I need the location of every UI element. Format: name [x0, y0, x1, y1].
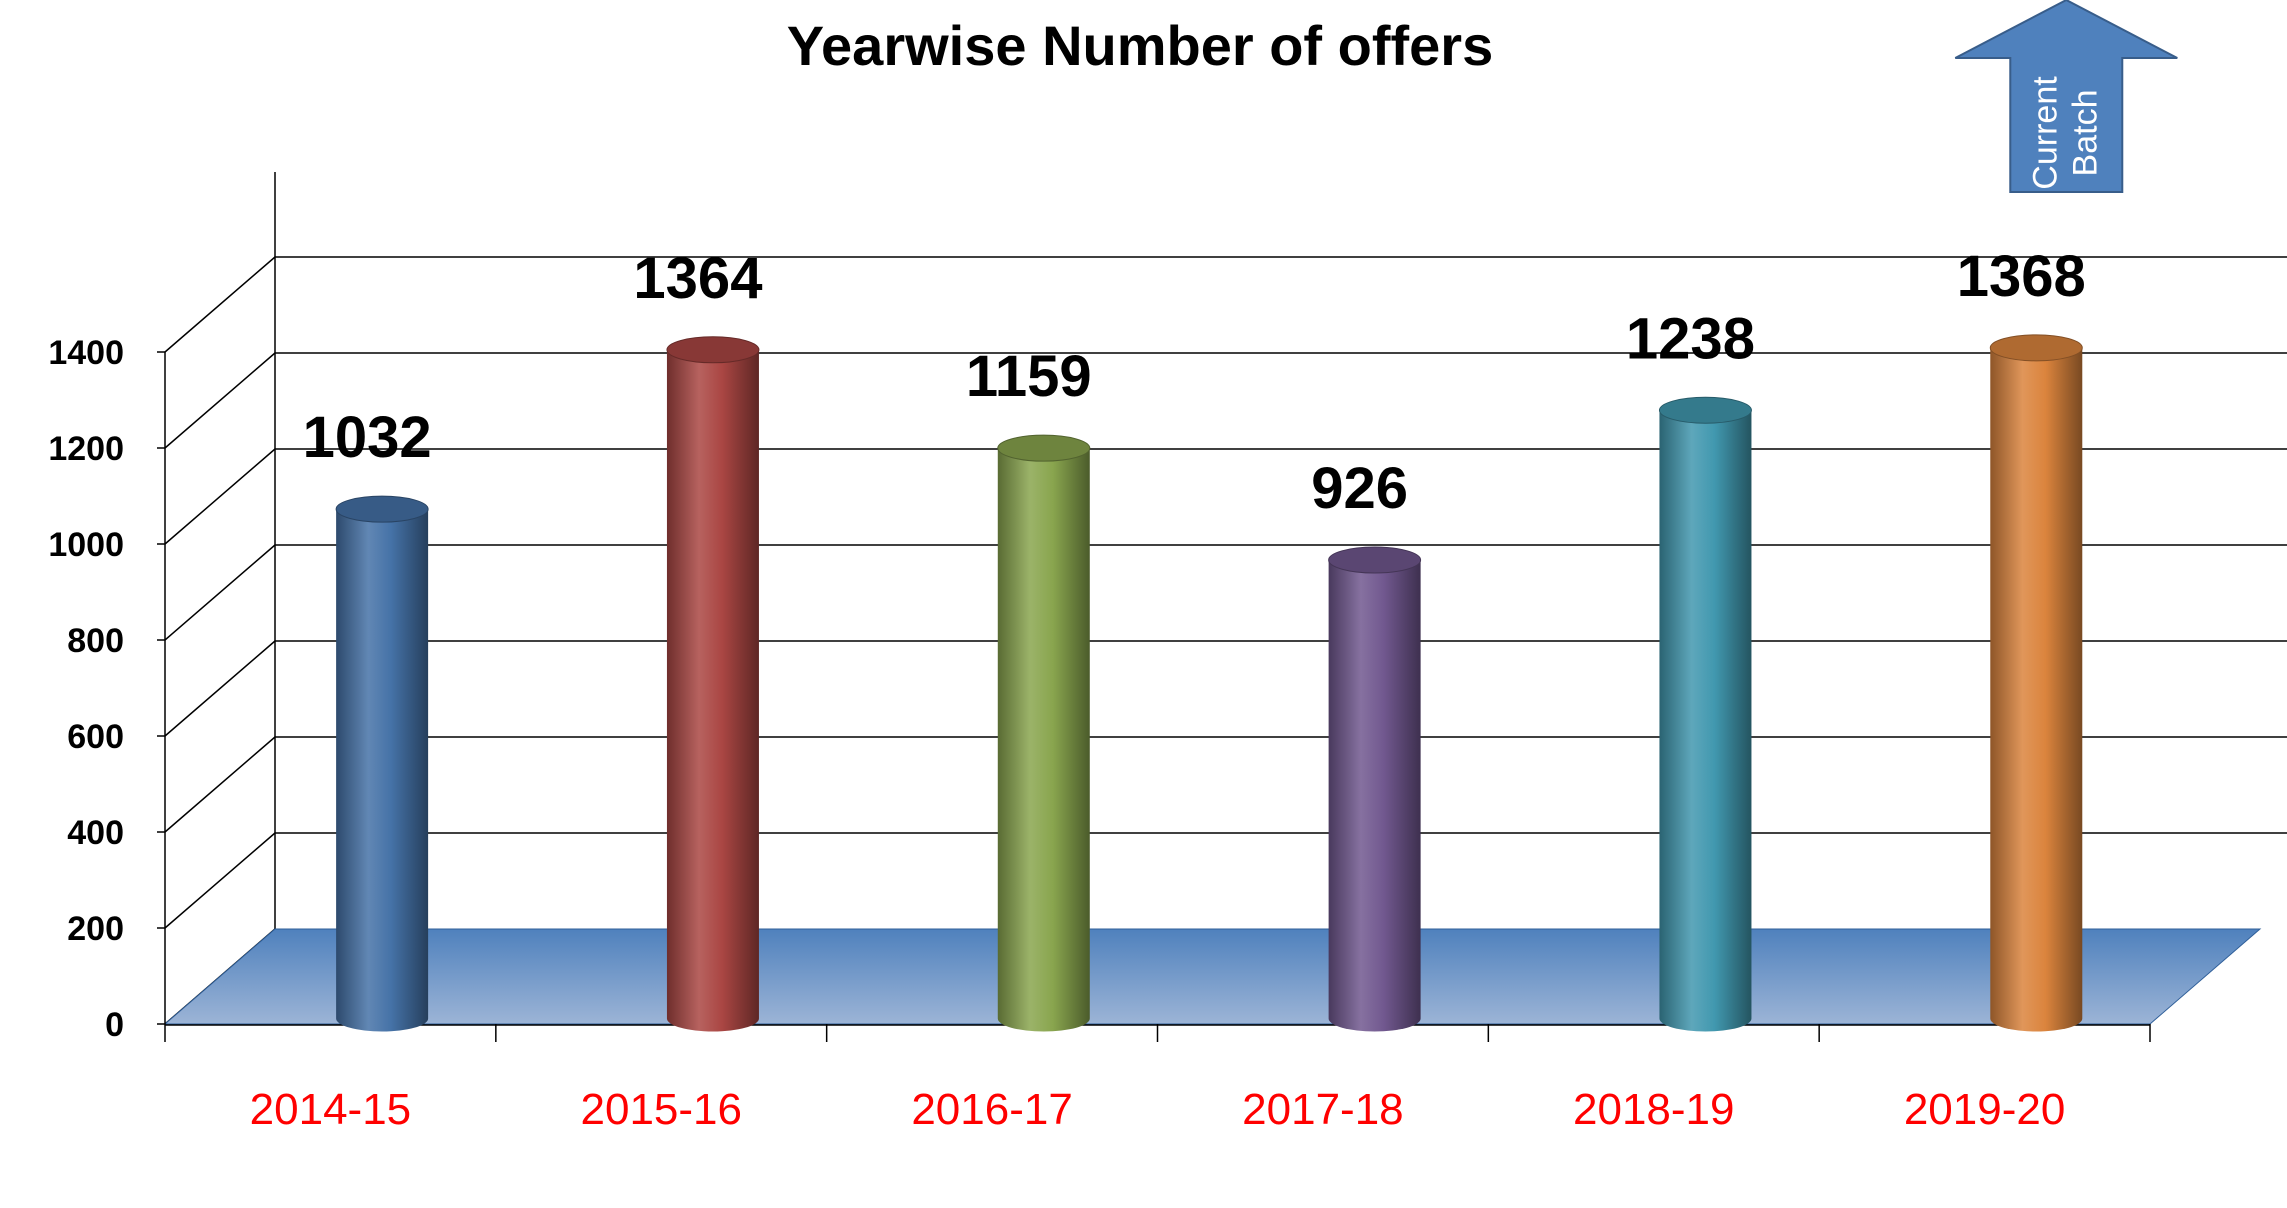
data-label: 1032 — [303, 405, 432, 470]
bar-2017-18 — [1328, 546, 1422, 1032]
side-gridline — [164, 256, 276, 353]
bar-top — [1328, 546, 1422, 574]
side-gridline — [164, 448, 276, 545]
annotation-line: Batch — [2066, 90, 2104, 177]
bar-2015-16 — [666, 336, 760, 1032]
gridlines — [164, 172, 2287, 1025]
x-category-label: 2017-18 — [1242, 1085, 1403, 1134]
bar-2018-19 — [1658, 396, 1752, 1032]
y-tick-label: 600 — [67, 718, 124, 756]
side-gridline — [164, 640, 276, 737]
up-arrow-shape — [1954, 0, 2178, 193]
bar-body — [336, 509, 429, 1032]
bar-body — [1659, 410, 1752, 1032]
axes: 0 200 400 600 800 1000 1200 1400 2014-15 2015-16 2… — [48, 334, 2151, 1134]
x-category-label: 2014-15 — [250, 1085, 411, 1134]
bar-2016-17 — [997, 434, 1091, 1032]
bars — [335, 334, 2083, 1032]
bar-body — [666, 349, 759, 1032]
bar-top — [1658, 396, 1752, 424]
chart-floor — [163, 928, 2262, 1025]
data-labels: 1032 1364 1159 926 1238 1368 — [303, 244, 2086, 521]
annotation-line: Current — [2026, 76, 2064, 190]
chart-title: Yearwise Number of offers — [787, 14, 1493, 77]
annotation-text: CurrentBatch — [2026, 76, 2104, 190]
y-tick-label: 400 — [67, 814, 124, 852]
data-label: 926 — [1311, 456, 1408, 521]
bar-body — [997, 448, 1090, 1032]
floor-plane — [163, 928, 2262, 1025]
side-gridline — [164, 352, 276, 449]
side-gridline — [164, 544, 276, 641]
y-tick-label: 800 — [67, 622, 124, 660]
side-gridline — [164, 736, 276, 833]
side-gridline — [164, 832, 276, 929]
x-category-label: 2016-17 — [911, 1085, 1072, 1134]
y-tick-label: 1400 — [48, 334, 124, 372]
bar-top — [1989, 334, 2083, 362]
bar-2014-15 — [335, 495, 429, 1032]
data-label: 1238 — [1626, 306, 1755, 371]
x-category-label: 2019-20 — [1904, 1085, 2065, 1134]
bar-body — [1990, 347, 2083, 1032]
y-tick-label: 1200 — [48, 430, 124, 468]
bar-body — [1328, 560, 1421, 1032]
x-category-label: 2018-19 — [1573, 1085, 1734, 1134]
bar-top — [666, 336, 760, 364]
bar-top — [997, 434, 1091, 462]
bar-top — [335, 495, 429, 523]
data-label: 1364 — [633, 246, 762, 311]
y-tick-label: 0 — [105, 1006, 124, 1044]
current-batch-annotation: CurrentBatch — [1954, 0, 2178, 193]
data-label: 1368 — [1957, 244, 2086, 309]
y-tick-label: 200 — [67, 910, 124, 948]
bar-2019-20 — [1989, 334, 2083, 1032]
data-label: 1159 — [966, 344, 1092, 409]
x-category-label: 2015-16 — [581, 1085, 742, 1134]
y-tick-label: 1000 — [48, 526, 124, 564]
